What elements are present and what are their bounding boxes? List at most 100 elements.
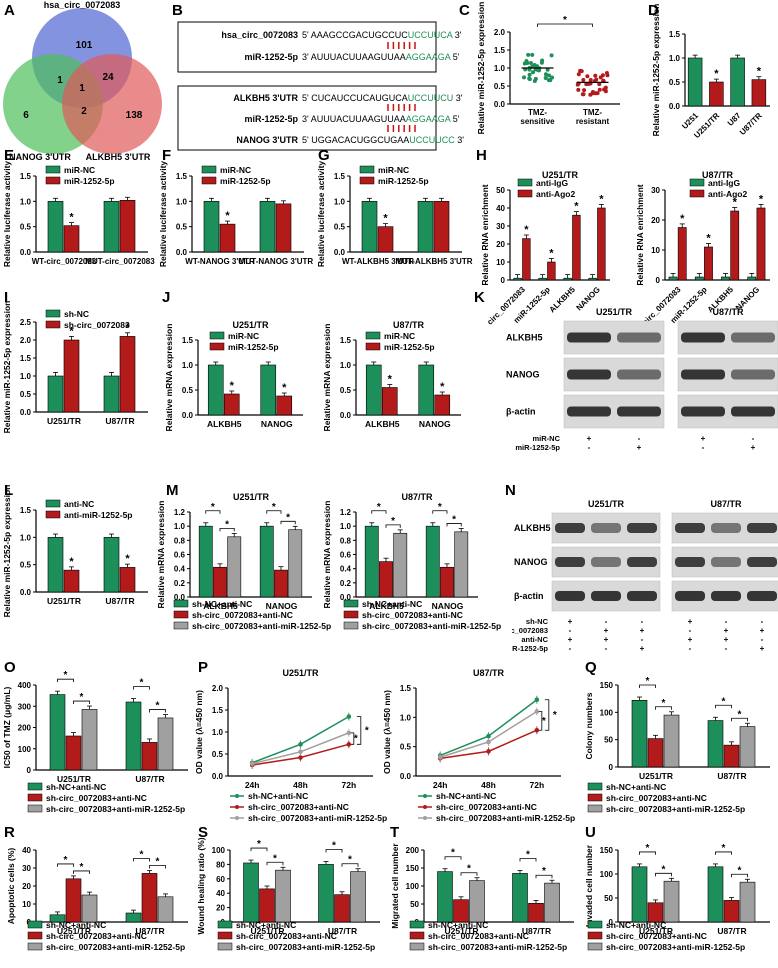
bar xyxy=(723,744,740,768)
y-tick-label: 0 xyxy=(27,766,32,775)
blot-sign: - xyxy=(689,626,692,635)
scatter-point xyxy=(575,82,580,87)
chart-O: 0 100 200 300 400 IC50 of TMZ (μg/mL) U251/TR U… xyxy=(2,670,188,814)
significance-star: * xyxy=(332,841,336,852)
significance-bracket xyxy=(460,872,478,876)
y-tick-label: 1.5 xyxy=(20,172,32,181)
bar xyxy=(563,277,572,281)
panel-letter-E: E xyxy=(4,147,14,164)
y-tick-label: 200 xyxy=(18,724,32,733)
venn-count-circ-alkbh5: 24 xyxy=(102,72,114,83)
bar xyxy=(597,207,606,281)
significance-bracket xyxy=(266,861,284,866)
significance-star: * xyxy=(282,382,287,394)
blot-sign: + xyxy=(701,434,706,443)
bar xyxy=(47,537,64,593)
chart-title: U251/TR xyxy=(282,668,319,678)
x-tick-label: U87/TR xyxy=(717,926,746,936)
legend-swatch xyxy=(27,804,43,813)
chart-S: 020406080100Wound healing ratio (%)U251/… xyxy=(196,837,380,952)
y-tick-label: 40 xyxy=(496,204,505,213)
y-tick-label: 0.0 xyxy=(340,593,352,602)
y-axis-label: Wound healing ratio (%) xyxy=(196,837,206,934)
y-tick-label: 2.0 xyxy=(212,684,224,693)
y-tick-label: 1.5 xyxy=(20,354,32,363)
legend-label: anti-IgG xyxy=(708,178,740,188)
bar xyxy=(417,201,434,253)
bar xyxy=(663,714,680,768)
x-tick-label: 24h xyxy=(433,780,448,790)
significance-star: * xyxy=(257,839,261,850)
sequence-box-2 xyxy=(177,85,437,151)
y-axis-label: Relative mRNA expression xyxy=(156,501,166,609)
chart-title: U87/TR xyxy=(473,668,505,678)
chart-L: 0.0 0.5 1.0 1.5 Relative miR-1252-5p express… xyxy=(2,485,148,618)
bar xyxy=(756,207,766,281)
y-axis-label: Relative miR-1252-5p expression xyxy=(2,485,12,618)
legend-swatch xyxy=(587,942,603,951)
scatter-point xyxy=(522,75,527,80)
x-tick-label: U251/TR xyxy=(444,926,478,936)
legend-swatch xyxy=(689,189,705,198)
line-point xyxy=(346,742,352,747)
y-tick-label: 30 xyxy=(22,864,31,873)
scatter-point xyxy=(597,82,602,87)
scatter-point xyxy=(597,87,602,92)
significance-star: * xyxy=(388,374,393,386)
bar xyxy=(647,738,664,768)
bar xyxy=(219,223,236,253)
blot-band xyxy=(555,523,585,533)
y-tick-label: 0.4 xyxy=(174,565,186,574)
blot-band xyxy=(711,557,741,567)
legend-swatch xyxy=(359,176,375,185)
venn-label-nanog: NANOG 3'UTR xyxy=(9,152,71,162)
bar xyxy=(739,881,756,923)
panel-letter-R: R xyxy=(4,824,15,841)
legend-swatch xyxy=(409,920,425,929)
y-tick-label: 1.0 xyxy=(20,372,32,381)
significance-bracket xyxy=(371,510,387,514)
bar xyxy=(259,888,275,923)
blot-band xyxy=(591,523,621,533)
y-tick-label: 1.5 xyxy=(669,30,681,39)
significance-star: * xyxy=(225,210,230,222)
legend-swatch xyxy=(27,931,43,940)
bar xyxy=(707,720,724,768)
significance-star: * xyxy=(646,843,650,854)
y-axis-label: Migrated cell number xyxy=(390,843,400,929)
x-tick-label: WT-ALKBH5 3'UTR xyxy=(342,257,414,266)
blot-sign: - xyxy=(569,626,572,635)
bar xyxy=(433,201,450,253)
blot-band xyxy=(555,557,585,567)
significance-star: * xyxy=(80,862,84,873)
y-tick-label: 300 xyxy=(18,702,32,711)
bar xyxy=(81,894,98,923)
y-tick-label: 1.0 xyxy=(212,728,224,737)
legend-label: sh-circ_0072083+anti-NC xyxy=(436,802,537,812)
significance-star: * xyxy=(646,676,650,687)
y-tick-label: 200 xyxy=(406,846,420,855)
significance-bracket xyxy=(535,874,553,879)
x-tick-label: U87 xyxy=(726,111,743,128)
y-tick-label: 1.0 xyxy=(334,197,346,206)
x-tick-label: U251/TR xyxy=(639,771,673,781)
bar xyxy=(141,742,158,771)
y-axis-label: Relative mRNA expression xyxy=(322,324,332,432)
blot-band xyxy=(591,591,621,601)
panel-letter-M: M xyxy=(166,482,179,499)
scatter-point xyxy=(585,74,590,79)
legend-label: sh-NC xyxy=(64,309,89,319)
blot-cell-title: U251/TR xyxy=(596,307,633,317)
y-axis-label: Relative luciferase activity xyxy=(158,161,168,268)
legend-label: sh-NC+anti-NC xyxy=(192,599,252,609)
blot-row-label: ALKBH5 xyxy=(514,523,551,533)
significance-star: * xyxy=(680,213,685,225)
legend-label: sh-NC+anti-NC xyxy=(248,791,308,801)
bar xyxy=(350,871,366,923)
scatter-point xyxy=(527,76,532,81)
y-tick-label: 1.0 xyxy=(340,522,352,531)
seq-suffix: 5' xyxy=(450,114,460,124)
significance-bracket xyxy=(280,520,296,525)
blot-band xyxy=(675,591,705,601)
x-tick-label: U251/TR xyxy=(47,416,81,426)
